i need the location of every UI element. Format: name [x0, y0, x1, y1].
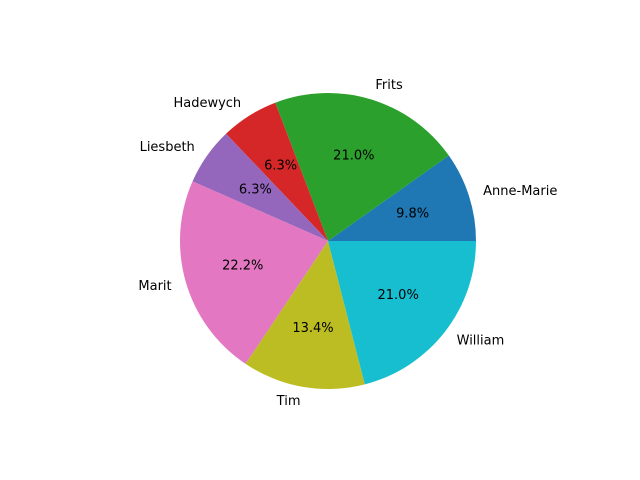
- slice-label: Hadewych: [173, 96, 241, 111]
- slice-percent-label: 21.0%: [333, 149, 374, 164]
- pie-slice-william: [328, 241, 476, 385]
- pie-slices: [179, 92, 476, 390]
- slice-label: Anne-Marie: [483, 184, 557, 199]
- pie-slice-liesbeth: [192, 133, 328, 241]
- pie-slice-hadewych: [226, 102, 328, 241]
- pie-slice-anne-marie: [328, 155, 476, 241]
- slice-percent-label: 22.2%: [222, 258, 263, 273]
- slice-label: William: [457, 333, 505, 348]
- pie-slice-tim: [245, 241, 365, 390]
- slice-percent-label: 6.3%: [264, 158, 297, 173]
- pie-labels: Anne-Marie 9.8% Frits 21.0% Hadewych 6.3% Lies…: [138, 78, 557, 409]
- slice-label: Tim: [276, 394, 301, 409]
- slice-percent-label: 9.8%: [396, 207, 429, 222]
- slice-label: Frits: [375, 78, 403, 93]
- slice-percent-label: 6.3%: [239, 182, 272, 197]
- slice-label: Marit: [138, 279, 171, 294]
- pie-slice-frits: [275, 92, 449, 242]
- slice-label: Liesbeth: [140, 140, 195, 155]
- slice-percent-label: 13.4%: [292, 321, 333, 336]
- pie-slice-marit: [179, 181, 328, 364]
- slice-percent-label: 21.0%: [378, 288, 419, 303]
